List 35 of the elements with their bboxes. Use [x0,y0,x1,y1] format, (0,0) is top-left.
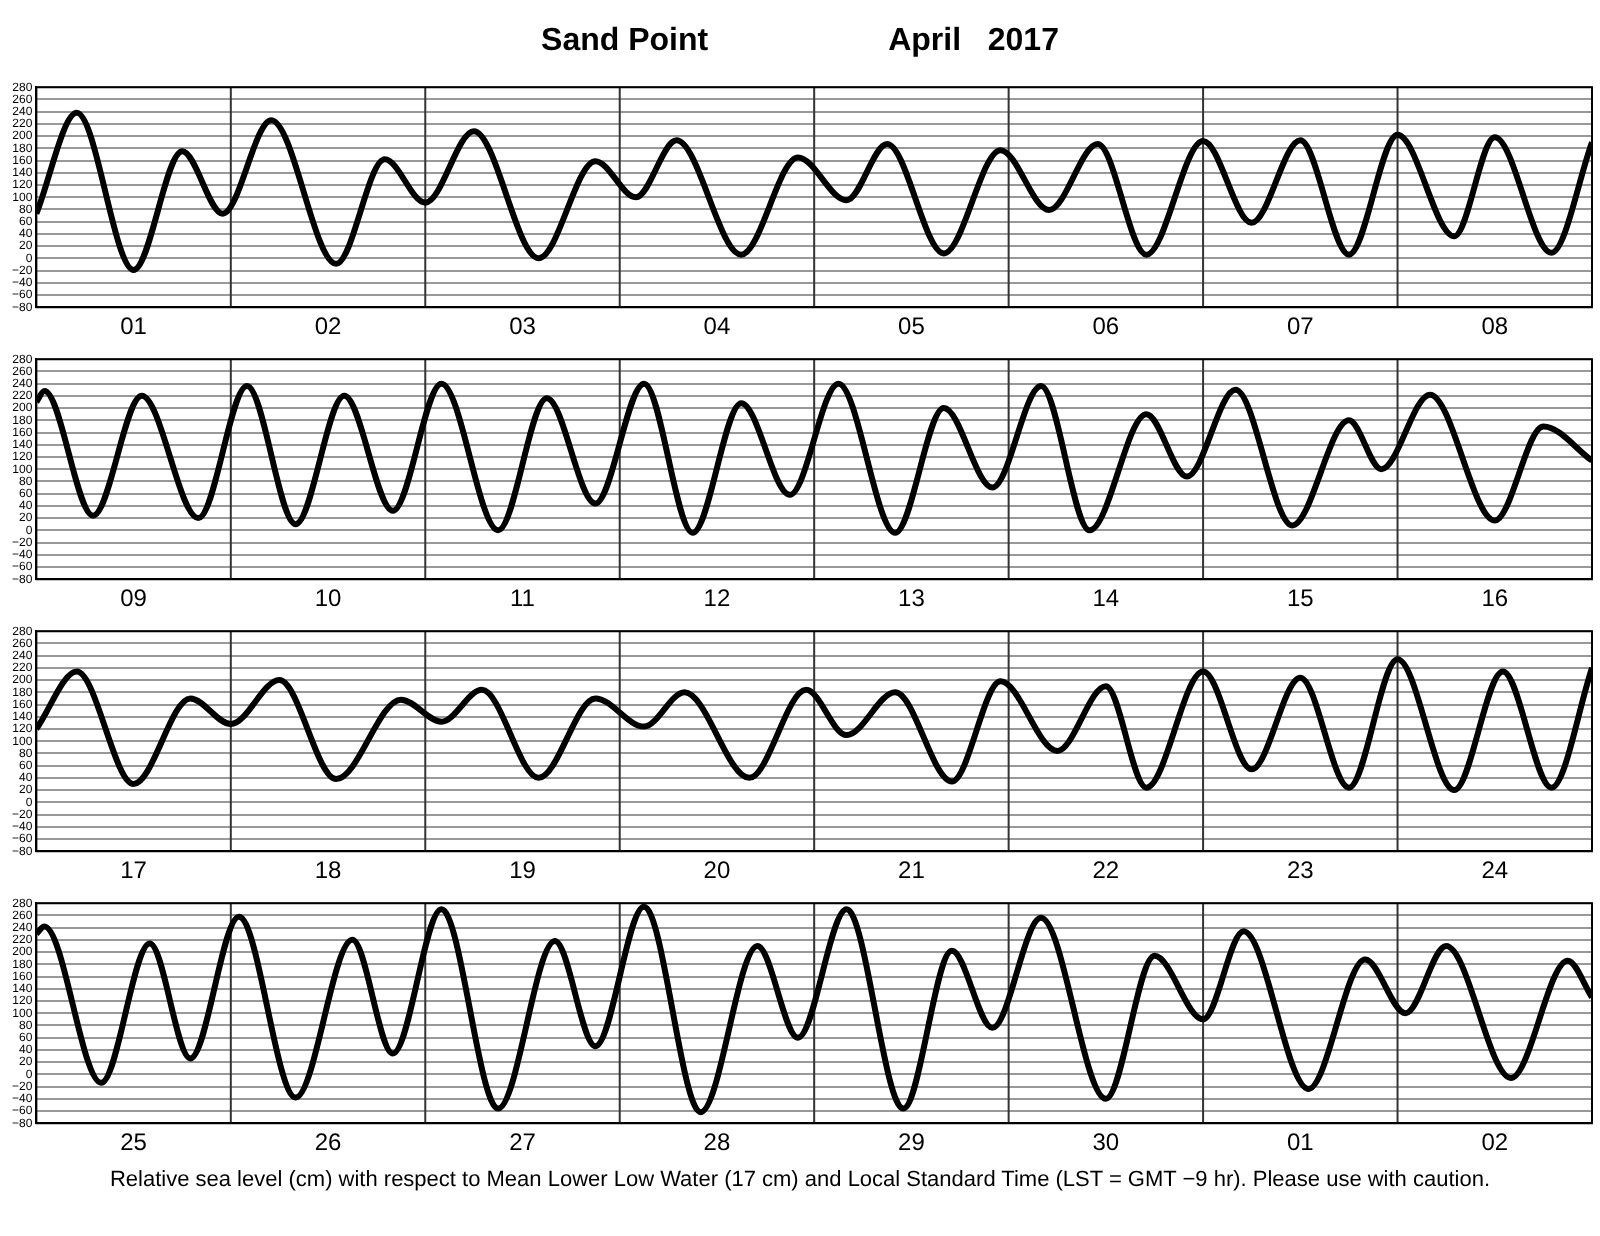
x-tick-label: 17 [120,856,148,885]
chart-subtitle: April 2017 [888,24,1059,60]
x-tick-label: 22 [1092,856,1120,885]
x-tick-label: 12 [703,584,731,613]
x-tick-label: 30 [1092,1128,1120,1157]
chart-title: Sand Point [541,24,709,60]
x-tick-label: 25 [120,1128,148,1157]
x-tick-label: 23 [1286,856,1315,885]
x-tick-label: 02 [314,312,343,341]
x-tick-label: 13 [898,584,926,613]
x-tick-label: 26 [314,1128,343,1157]
x-tick-label: 02 [1481,1128,1509,1157]
x-tick-label: 19 [509,856,537,885]
x-tick-label: 11 [510,584,536,613]
x-tick-label: 01 [1286,1128,1315,1157]
x-tick-label: 24 [1481,856,1509,885]
x-tick-label: 09 [120,584,148,613]
x-tick-label: 27 [509,1128,537,1157]
x-tick-label: 05 [898,312,926,341]
x-tick-label: 18 [314,856,343,885]
x-tick-label: 08 [1481,312,1509,341]
x-tick-label: 07 [1286,312,1315,341]
x-tick-label: 29 [898,1128,926,1157]
x-tick-label: 28 [703,1128,731,1157]
x-tick-label: 04 [703,312,731,341]
x-tick-label: 16 [1481,584,1509,613]
text: Relative sea level (cm) with respect to Mean Lower Low Water (17 cm) and Local Standard Time (LST = GMT −9 hr). Please use with caution. [107,1168,1493,1192]
x-tick-label: 06 [1092,312,1120,341]
x-tick-label: 14 [1092,584,1120,613]
x-tick-label: 20 [703,856,731,885]
x-tick-label: 10 [314,584,343,613]
x-tick-label: 15 [1286,584,1315,613]
x-tick-label: 03 [509,312,537,341]
x-tick-label: 21 [898,856,926,885]
x-tick-label: 01 [120,312,148,341]
